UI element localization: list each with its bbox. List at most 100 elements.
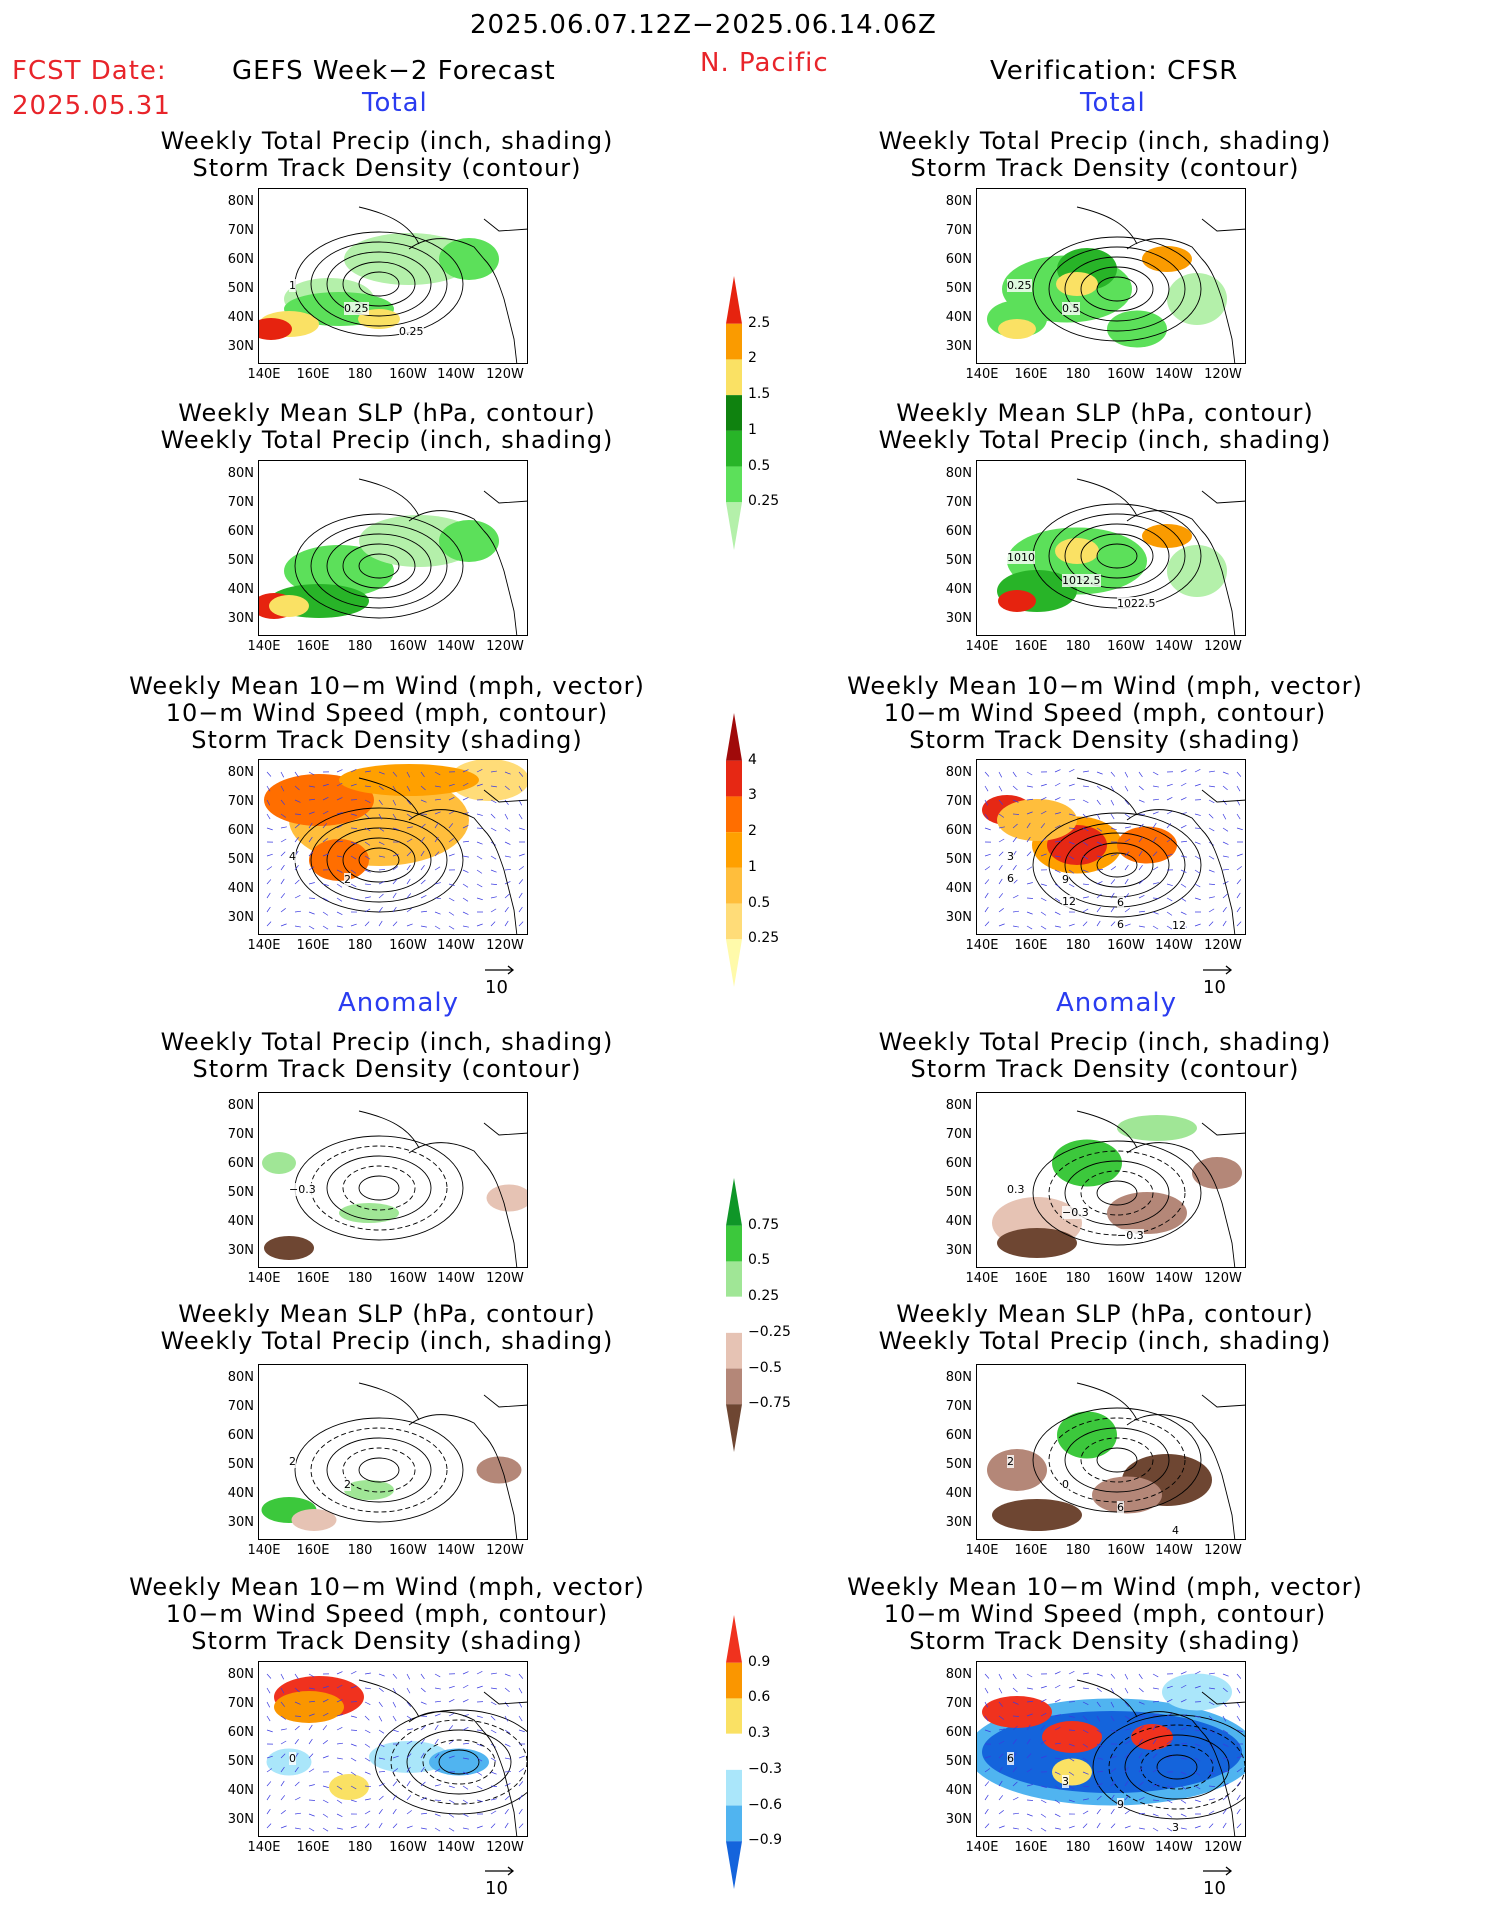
wind-vector: [448, 853, 455, 857]
wind-vector: [392, 892, 397, 899]
wind-vector: [266, 853, 273, 857]
wind-vector: [1152, 822, 1157, 829]
contour-line: [1064, 523, 1170, 589]
wind-vector: [490, 1715, 496, 1721]
lat-tick-label: 30N: [227, 910, 254, 925]
contour-label: 0.25: [344, 302, 369, 315]
colorbar-swatch: [726, 1261, 742, 1298]
wind-vector: [1124, 1701, 1130, 1707]
wind-vector: [1194, 1743, 1201, 1747]
wind-vector: [1138, 1738, 1143, 1745]
wind-vector: [392, 1715, 397, 1722]
lat-tick-label: 70N: [227, 223, 254, 238]
wind-vector: [378, 1795, 384, 1801]
wind-vector: [984, 892, 989, 899]
wind-vector: [1152, 851, 1158, 857]
wind-vector: [448, 897, 455, 902]
lat-tick-label: 40N: [227, 1783, 254, 1798]
wind-vector: [504, 1822, 509, 1829]
wind-vector: [1124, 785, 1129, 792]
wind-vector: [1152, 1687, 1159, 1690]
wind-vector: [1208, 1701, 1215, 1706]
wind-vector: [1222, 1795, 1228, 1801]
wind-vector: [1026, 1784, 1033, 1787]
wind-vector: [434, 1673, 441, 1678]
wind-vector: [490, 1687, 497, 1690]
contour-label: 9: [1117, 1798, 1124, 1811]
wind-vector: [280, 1740, 287, 1745]
cfsr-anomaly-label: Anomaly: [1056, 988, 1178, 1018]
wind-vector: [998, 785, 1003, 792]
colorbar-label: 4: [748, 751, 757, 768]
wind-vector: [1068, 883, 1075, 888]
contour-line: [358, 847, 400, 873]
wind-vector: [1082, 770, 1089, 773]
wind-vector: [1012, 1687, 1018, 1693]
contour-line: [1096, 1180, 1138, 1206]
wind-vector: [1152, 798, 1159, 801]
shading-cell: [1092, 1476, 1162, 1514]
wind-vector: [308, 836, 313, 843]
wind-vector: [1152, 1713, 1159, 1717]
wind-vector: [406, 1740, 413, 1745]
wind-vector: [322, 925, 329, 930]
shading-cell: [309, 839, 369, 881]
wind-vector: [1152, 1738, 1157, 1745]
wind-vector: [448, 1712, 455, 1717]
colorbar-swatch: [726, 1178, 742, 1226]
colorbar-swatch: [726, 1841, 742, 1889]
wind-vector: [1096, 1822, 1101, 1829]
vector-ref-cfsr-anom: 10: [1203, 1866, 1233, 1899]
lon-tick-label: 160E: [1014, 1271, 1048, 1286]
colorbar-label: 0.25: [748, 1288, 780, 1305]
wind-vector: [1082, 1798, 1089, 1801]
colorbar-swatch: [726, 502, 742, 550]
contour-label: 12: [1172, 919, 1186, 932]
wind-vector: [1068, 1771, 1075, 1776]
wind-vector: [1012, 925, 1019, 928]
lon-tick-label: 180: [347, 1543, 373, 1558]
contour-line: [1096, 543, 1138, 569]
wind-vector: [280, 1810, 286, 1815]
lon-tick-label: 180: [1065, 1271, 1091, 1286]
colorbar-label: −0.5: [748, 1359, 782, 1376]
wind-vector: [1180, 1742, 1187, 1745]
wind-vector: [308, 1784, 315, 1787]
lon-tick-label: 140E: [247, 938, 281, 953]
wind-vector: [998, 908, 1004, 913]
wind-vector: [504, 1770, 512, 1773]
map-canvas: [259, 206, 527, 363]
wind-vector: [294, 1701, 301, 1705]
shading-cell: [1142, 524, 1192, 548]
wind-vector: [294, 1739, 299, 1745]
wind-vector: [504, 906, 509, 913]
lat-tick-label: 50N: [945, 281, 972, 296]
wind-vector: [266, 906, 271, 913]
wind-vector: [280, 908, 286, 913]
wind-vector: [1054, 769, 1061, 773]
wind-vector: [998, 1753, 1004, 1759]
wind-vector: [406, 813, 413, 818]
wind-vector: [490, 1672, 497, 1675]
shading-cell: [339, 764, 479, 796]
contour-label: 0.25: [1007, 279, 1032, 292]
wind-vector: [336, 1799, 343, 1804]
wind-vector: [322, 853, 329, 857]
wind-vector: [336, 911, 343, 915]
wind-vector: [1096, 1743, 1103, 1747]
lon-tick-label: 140W: [1155, 639, 1193, 654]
wind-vector: [1040, 823, 1046, 829]
wind-vector: [308, 1738, 313, 1745]
wind-vector: [1236, 921, 1242, 927]
wind-vector: [1068, 923, 1075, 927]
wind-vector: [1236, 866, 1243, 871]
shading-cell: [344, 1480, 394, 1500]
shading-cell: [998, 590, 1036, 612]
wind-vector: [364, 799, 371, 804]
contour-label: 2: [1007, 1455, 1014, 1468]
wind-vector: [1012, 1673, 1017, 1680]
wind-vector: [504, 1757, 511, 1760]
wind-vector: [1152, 911, 1159, 915]
contour-label: 6: [1007, 872, 1014, 885]
wind-vector: [984, 785, 989, 792]
